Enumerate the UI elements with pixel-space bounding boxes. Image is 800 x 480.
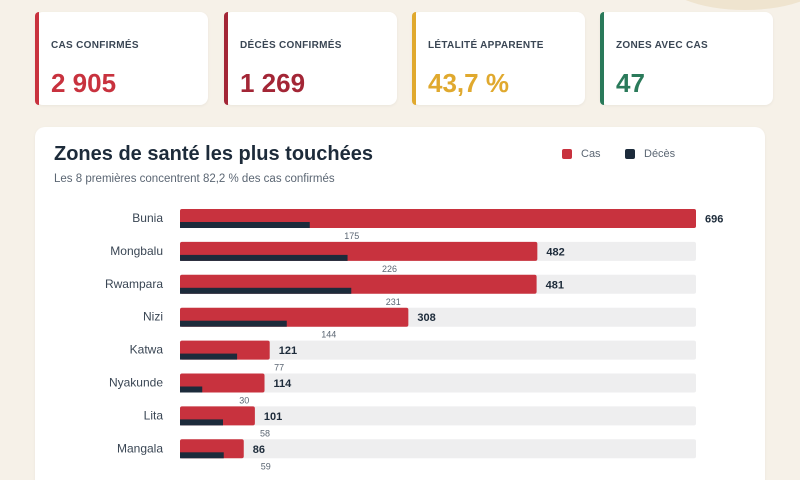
- data-label-cas: 308: [417, 312, 435, 324]
- kpi-value: 2 905: [51, 68, 117, 98]
- legend-label-cas: Cas: [581, 148, 601, 160]
- bar-track: [180, 406, 696, 426]
- data-label-deces: 226: [382, 264, 397, 274]
- legend-swatch-cas: [562, 149, 572, 159]
- data-label-deces: 175: [344, 231, 359, 241]
- data-label-cas: 481: [546, 279, 564, 291]
- bar-deces: [180, 419, 223, 426]
- legend-label-deces: Décès: [644, 148, 676, 160]
- kpi-value: 47: [616, 68, 645, 98]
- kpi-value: 43,7 %: [428, 68, 509, 98]
- kpi-card-deces: DÉCÈS CONFIRMÉS 1 269: [224, 12, 397, 105]
- data-label-cas: 482: [546, 246, 564, 258]
- bar-track: [180, 340, 696, 360]
- data-label-cas: 121: [279, 345, 297, 357]
- legend-swatch-deces: [625, 149, 635, 159]
- kpi-label: LÉTALITÉ APPARENTE: [428, 40, 544, 51]
- bar-chart: Bunia 696 175 Mongbalu 482 226 Rwampara 481 231 N…: [105, 209, 723, 471]
- bar-deces: [180, 222, 310, 228]
- kpi-label: CAS CONFIRMÉS: [51, 40, 139, 51]
- data-label-cas: 114: [274, 378, 293, 390]
- bar-deces: [180, 320, 287, 327]
- decorative-blob: [660, 0, 800, 10]
- bar-deces: [180, 386, 203, 393]
- kpi-label: ZONES AVEC CAS: [616, 40, 708, 51]
- data-label-deces: 58: [260, 428, 270, 438]
- kpi-accent: [35, 12, 39, 105]
- bar-deces: [180, 254, 348, 261]
- kpi-accent: [600, 12, 604, 105]
- kpi-accent: [412, 12, 416, 105]
- category-label: Mongbalu: [110, 244, 163, 258]
- data-label-cas: 86: [253, 444, 265, 456]
- bar-track: [180, 373, 696, 393]
- chart-subtitle: Les 8 premières concentrent 82,2 % des c…: [54, 173, 335, 185]
- data-label-deces: 30: [239, 396, 249, 406]
- data-label-cas: 101: [264, 411, 282, 423]
- bar-track: [180, 439, 696, 459]
- chart-panel: Zones de santé les plus touchées Les 8 p…: [35, 127, 765, 480]
- category-label: Bunia: [132, 211, 163, 225]
- category-label: Katwa: [130, 343, 164, 357]
- kpi-card-letalite: LÉTALITÉ APPARENTE 43,7 %: [412, 12, 585, 105]
- data-label-deces: 77: [274, 363, 284, 373]
- legend-item-cas: Cas: [562, 148, 601, 160]
- data-label-cas: 696: [705, 214, 723, 226]
- data-label-deces: 59: [261, 461, 271, 471]
- bar-deces: [180, 452, 224, 459]
- kpi-value: 1 269: [240, 68, 306, 98]
- category-label: Mangala: [117, 441, 163, 455]
- data-label-deces: 144: [321, 330, 336, 340]
- data-label-deces: 231: [386, 297, 401, 307]
- bar-deces: [180, 287, 352, 294]
- category-label: Nyakunde: [109, 376, 163, 390]
- kpi-card-cas: CAS CONFIRMÉS 2 905: [35, 12, 208, 105]
- bar-deces: [180, 353, 238, 360]
- category-label: Rwampara: [105, 277, 163, 291]
- kpi-label: DÉCÈS CONFIRMÉS: [240, 40, 342, 51]
- category-label: Lita: [144, 408, 164, 422]
- chart-title: Zones de santé les plus touchées: [54, 143, 373, 165]
- kpi-accent: [224, 12, 228, 105]
- kpi-card-zones: ZONES AVEC CAS 47: [600, 12, 773, 105]
- category-label: Nizi: [143, 310, 163, 324]
- legend-item-deces: Décès: [625, 148, 675, 160]
